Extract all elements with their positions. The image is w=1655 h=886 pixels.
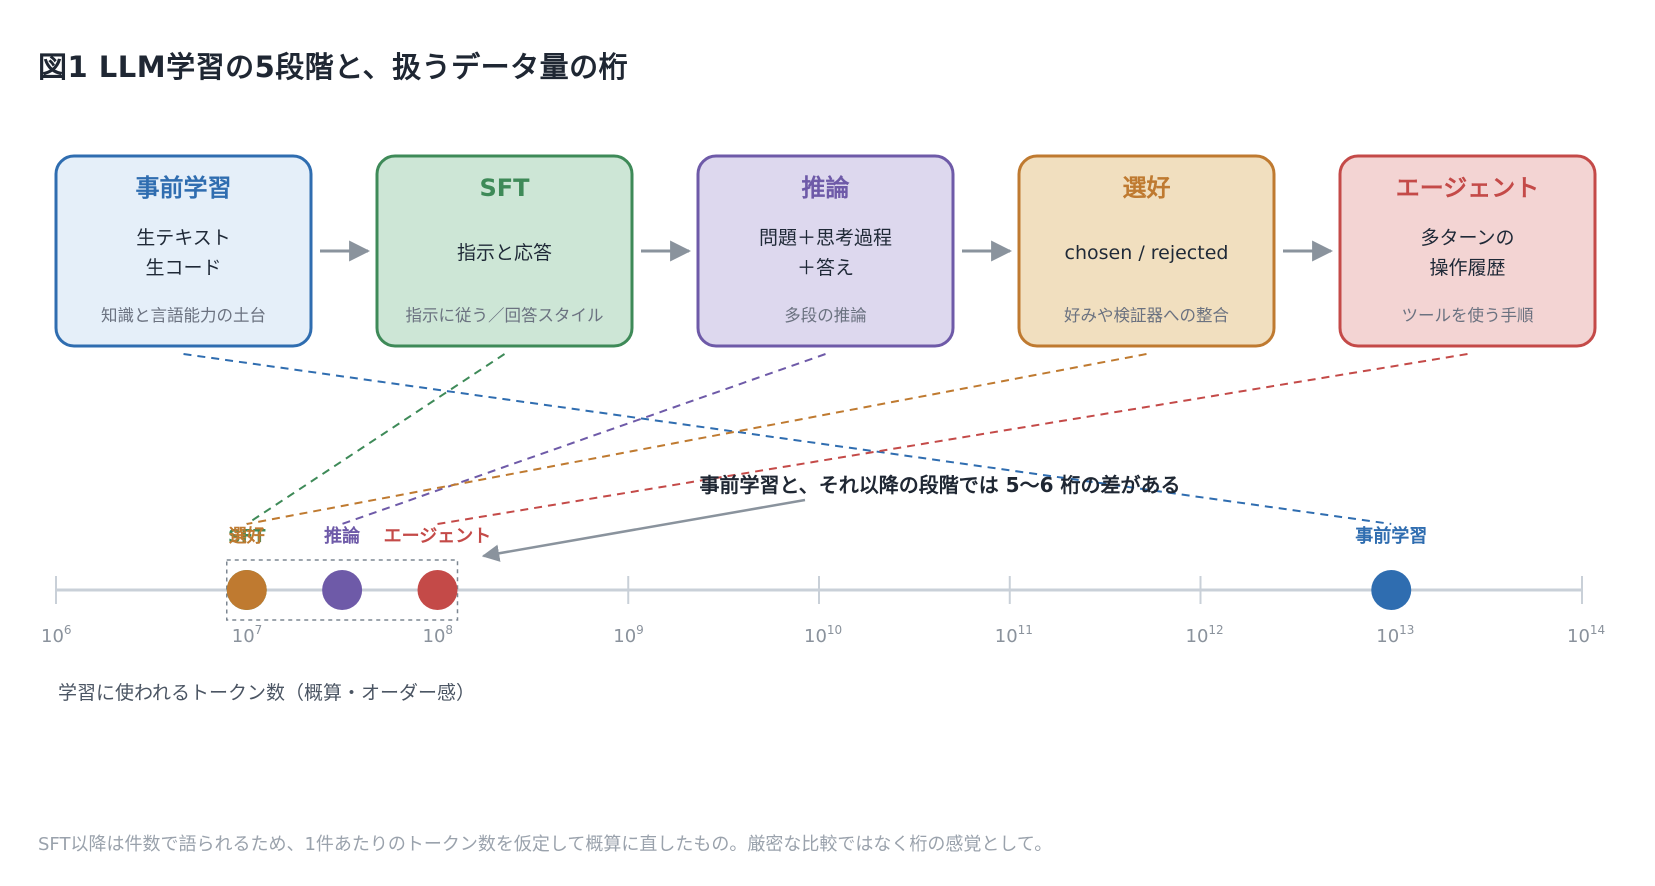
connector-preference [246,353,1147,525]
stage-box-frame [1017,154,1276,348]
data-points: 事前学習 SFT 推論 選好 エージェント [226,525,1427,610]
stage-body-line: 指示と応答 [457,242,552,264]
stage-note: 多段の推論 [784,306,867,325]
connector-reasoning [341,353,826,525]
stage-box-frame [375,154,634,348]
annotation-group: 事前学習と、それ以降の段階では 5〜6 桁の差がある [481,473,1181,562]
point-preference [226,570,267,610]
post-training-highlight [226,559,459,621]
stage-box-frame [1338,154,1597,348]
stage-box-frame [54,154,313,348]
point-label-sft: SFT [228,526,266,547]
tick-label: 1013 [1376,623,1414,647]
stage-box-frame [696,154,955,348]
stage-body-line: 生テキスト [136,227,230,249]
stage-title: 推論 [802,174,851,202]
point-pretrain [1371,570,1412,610]
stage-body-line: chosen / rejected [1065,242,1229,264]
connector-sft [246,353,506,525]
point-reasoning [322,570,363,610]
stage-box-preference: 選好 chosen / rejected 好みや検証器への整合 [1017,154,1276,348]
tick-label: 1012 [1186,623,1224,647]
tick-label: 109 [613,623,644,647]
stage-note: ツールを使う手順 [1402,306,1535,325]
tick-label: 1010 [804,623,842,647]
stage-to-point-connectors [183,353,1468,525]
point-label-agent: エージェント [384,526,492,547]
axis-label: 学習に使われるトークン数（概算・オーダー感） [58,682,476,704]
token-axis: 106 107 108 109 1010 1011 1012 1013 1014 [41,559,1605,647]
stage-body-line: 生コード [145,257,221,279]
point-label-preference: 選好 [229,525,265,547]
stage-body-line: 問題＋思考過程 [759,227,892,249]
point-label-pretrain: 事前学習 [1355,525,1427,547]
point-label-reasoning: 推論 [324,525,361,547]
stage-body-line: 多ターンの [1420,227,1514,249]
tick-label: 1014 [1567,623,1605,647]
stage-note: 指示に従う／回答スタイル [406,306,604,325]
stage-title: 選好 [1123,174,1171,202]
connector-agent [437,353,1468,525]
stage-note: 知識と言語能力の土台 [101,306,266,325]
figure-title: 図1 LLM学習の5段階と、扱うデータ量の桁 [38,50,629,84]
tick-label: 108 [423,623,454,647]
stage-title: 事前学習 [136,174,232,202]
tick-label: 106 [41,623,72,647]
tick-label: 1011 [995,623,1033,647]
point-agent [417,570,458,610]
gap-annotation: 事前学習と、それ以降の段階では 5〜6 桁の差がある [700,473,1181,497]
annotation-arrow [481,498,806,562]
stage-body-line: 操作履歴 [1429,257,1505,279]
footnote: SFT以降は件数で語られるため、1件あたりのトークン数を仮定して概算に直したもの… [38,834,1053,855]
tick-label: 107 [232,623,263,647]
stage-note: 好みや検証器への整合 [1064,306,1229,325]
stage-title: エージェント [1396,174,1540,202]
stage-title: SFT [479,174,530,202]
connector-pretrain [183,353,1392,525]
stage-body-line: ＋答え [797,257,854,279]
